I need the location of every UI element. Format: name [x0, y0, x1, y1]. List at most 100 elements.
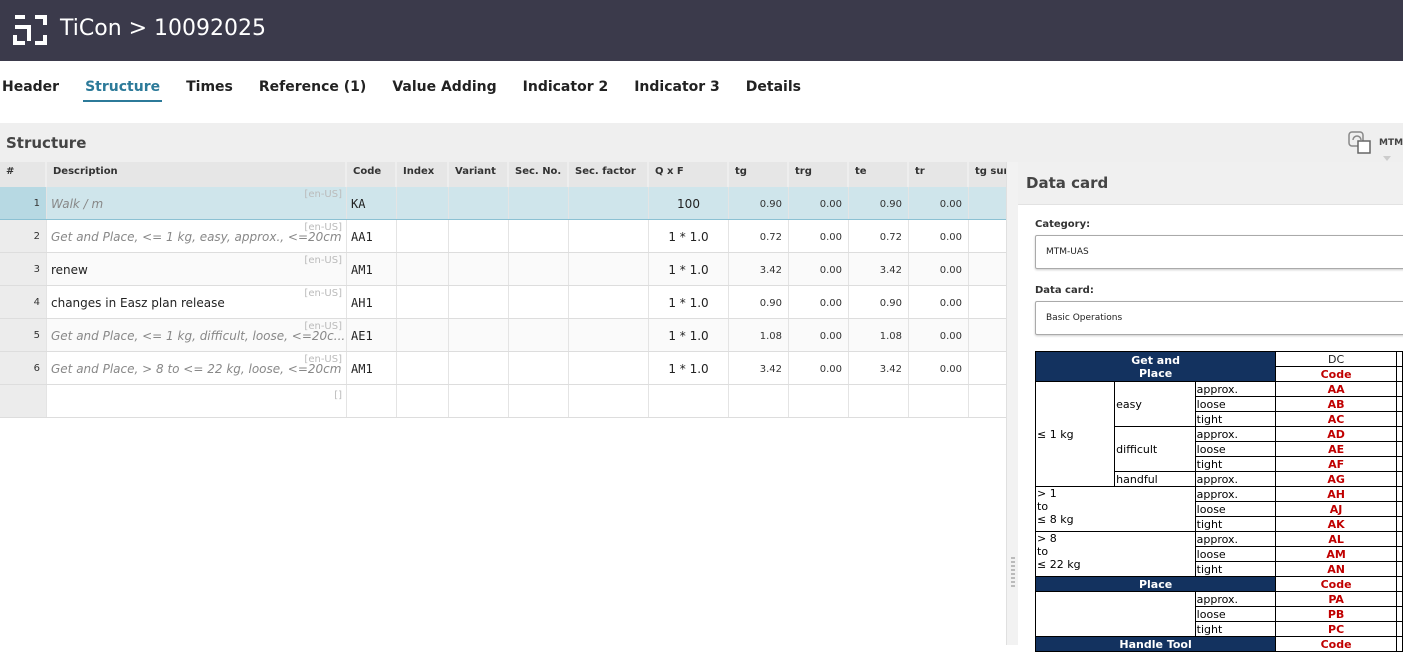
qxf-cell[interactable]: 1 * 1.0: [649, 352, 729, 384]
tab-times[interactable]: Times: [186, 79, 233, 95]
table-row[interactable]: 2 Get and Place, <= 1 kg, easy, approx., …: [0, 220, 1006, 253]
cell[interactable]: [0, 385, 47, 417]
column-header-trg[interactable]: trg: [789, 162, 849, 187]
tg-cell[interactable]: 0.90: [729, 286, 789, 318]
cell[interactable]: [509, 253, 569, 285]
trg-cell[interactable]: 0.00: [789, 253, 849, 285]
cell[interactable]: [449, 352, 509, 384]
cell[interactable]: [569, 385, 649, 417]
cell[interactable]: [849, 385, 909, 417]
column-header-te[interactable]: te: [849, 162, 909, 187]
cell[interactable]: [449, 187, 509, 219]
table-row[interactable]: 3 renew [en-US] AM1 1 * 1.0 3.42 0.00 3.42 0.00: [0, 253, 1006, 286]
te-cell[interactable]: 0.72: [849, 220, 909, 252]
cell[interactable]: [569, 319, 649, 351]
tr-cell[interactable]: 0.00: [909, 286, 969, 318]
cell[interactable]: []: [47, 385, 347, 417]
tgsum-cell[interactable]: [969, 352, 1006, 384]
code-cell[interactable]: AE1: [347, 319, 397, 351]
column-header-sec-no[interactable]: Sec. No.: [509, 162, 569, 187]
copy-windows-icon[interactable]: [1346, 130, 1374, 156]
panel-splitter[interactable]: [1006, 162, 1018, 645]
cell[interactable]: [449, 319, 509, 351]
cell[interactable]: [729, 385, 789, 417]
te-cell[interactable]: 1.08: [849, 319, 909, 351]
tab-header[interactable]: Header: [2, 79, 60, 95]
tgsum-cell[interactable]: [969, 253, 1006, 285]
code-cell[interactable]: AH1: [347, 286, 397, 318]
cell[interactable]: [569, 187, 649, 219]
tg-cell[interactable]: 0.72: [729, 220, 789, 252]
table-row[interactable]: 5 Get and Place, <= 1 kg, difficult, loos…: [0, 319, 1006, 352]
tgsum-cell[interactable]: 90: [969, 187, 1006, 219]
tg-cell[interactable]: 3.42: [729, 352, 789, 384]
cell[interactable]: [509, 187, 569, 219]
column-header-description[interactable]: Description: [47, 162, 347, 187]
cell[interactable]: [569, 253, 649, 285]
tg-cell[interactable]: 1.08: [729, 319, 789, 351]
cell[interactable]: [397, 220, 449, 252]
trg-cell[interactable]: 0.00: [789, 319, 849, 351]
cell[interactable]: [509, 319, 569, 351]
trg-cell[interactable]: 0.00: [789, 187, 849, 219]
cell[interactable]: [969, 385, 1006, 417]
te-cell[interactable]: 0.90: [849, 286, 909, 318]
cell[interactable]: [397, 385, 449, 417]
cell[interactable]: [449, 253, 509, 285]
column-header-q-x-f[interactable]: Q x F: [649, 162, 729, 187]
table-row[interactable]: 4 changes in Easz plan release [en-US] AH1 1…: [0, 286, 1006, 319]
tab-structure[interactable]: Structure: [83, 76, 163, 102]
cell[interactable]: [397, 352, 449, 384]
column-header-code[interactable]: Code: [347, 162, 397, 187]
tab-details[interactable]: Details: [745, 79, 801, 95]
cell[interactable]: [449, 220, 509, 252]
tr-cell[interactable]: 0.00: [909, 352, 969, 384]
category-select[interactable]: MTM-UAS: [1035, 235, 1403, 269]
column-header-index[interactable]: Index: [397, 162, 449, 187]
tab-value-adding[interactable]: Value Adding: [392, 79, 497, 95]
qxf-cell[interactable]: 1 * 1.0: [649, 253, 729, 285]
data-card-select[interactable]: Basic Operations: [1035, 301, 1403, 335]
description-cell[interactable]: Get and Place, <= 1 kg, difficult, loose…: [47, 319, 347, 351]
description-cell[interactable]: Walk / m [en-US]: [47, 187, 347, 219]
cell[interactable]: [509, 220, 569, 252]
mtm-dropdown-label[interactable]: MTM-: [1379, 138, 1403, 148]
column-header-tg[interactable]: tg: [729, 162, 789, 187]
cell[interactable]: [397, 187, 449, 219]
qxf-cell[interactable]: 1 * 1.0: [649, 319, 729, 351]
tgsum-cell[interactable]: [969, 286, 1006, 318]
te-cell[interactable]: 3.42: [849, 253, 909, 285]
cell[interactable]: [397, 286, 449, 318]
row-number[interactable]: 2: [0, 220, 47, 252]
code-cell[interactable]: AM1: [347, 253, 397, 285]
drag-handle-icon[interactable]: [1011, 557, 1015, 587]
tr-cell[interactable]: 0.00: [909, 220, 969, 252]
cell[interactable]: [397, 319, 449, 351]
tr-cell[interactable]: 0.00: [909, 253, 969, 285]
te-cell[interactable]: 3.42: [849, 352, 909, 384]
cell[interactable]: [569, 220, 649, 252]
tr-cell[interactable]: 0.00: [909, 319, 969, 351]
description-cell[interactable]: renew [en-US]: [47, 253, 347, 285]
cell[interactable]: [397, 253, 449, 285]
tab-indicator-3[interactable]: Indicator 3: [634, 79, 720, 95]
cell[interactable]: [509, 286, 569, 318]
code-cell[interactable]: KA: [347, 187, 397, 219]
cell[interactable]: [449, 385, 509, 417]
tr-cell[interactable]: 0.00: [909, 187, 969, 219]
row-number[interactable]: 6: [0, 352, 47, 384]
cell[interactable]: [509, 385, 569, 417]
description-cell[interactable]: changes in Easz plan release [en-US]: [47, 286, 347, 318]
qxf-cell[interactable]: 100: [649, 187, 729, 219]
tab-indicator-2[interactable]: Indicator 2: [522, 79, 609, 95]
cell[interactable]: [449, 286, 509, 318]
tab-reference-1[interactable]: Reference (1): [258, 79, 367, 95]
table-row[interactable]: 6 Get and Place, > 8 to <= 22 kg, loose, …: [0, 352, 1006, 385]
tg-cell[interactable]: 0.90: [729, 187, 789, 219]
breadcrumb-title[interactable]: TiCon > 10092025: [60, 16, 267, 41]
new-row[interactable]: []: [0, 385, 1006, 418]
row-number[interactable]: 3: [0, 253, 47, 285]
column-header-tg-sum[interactable]: tg sum: [969, 162, 1006, 187]
column-header-sec-factor[interactable]: Sec. factor: [569, 162, 649, 187]
